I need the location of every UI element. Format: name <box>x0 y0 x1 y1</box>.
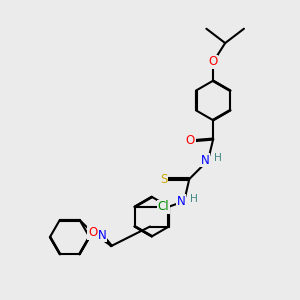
Text: N: N <box>177 195 186 208</box>
Text: S: S <box>160 172 167 185</box>
Text: O: O <box>88 226 97 239</box>
Text: O: O <box>186 134 195 147</box>
Text: Cl: Cl <box>158 200 170 213</box>
Text: O: O <box>208 56 218 68</box>
Text: H: H <box>190 194 198 203</box>
Text: N: N <box>98 229 107 242</box>
Text: H: H <box>214 152 222 163</box>
Text: N: N <box>201 154 210 167</box>
